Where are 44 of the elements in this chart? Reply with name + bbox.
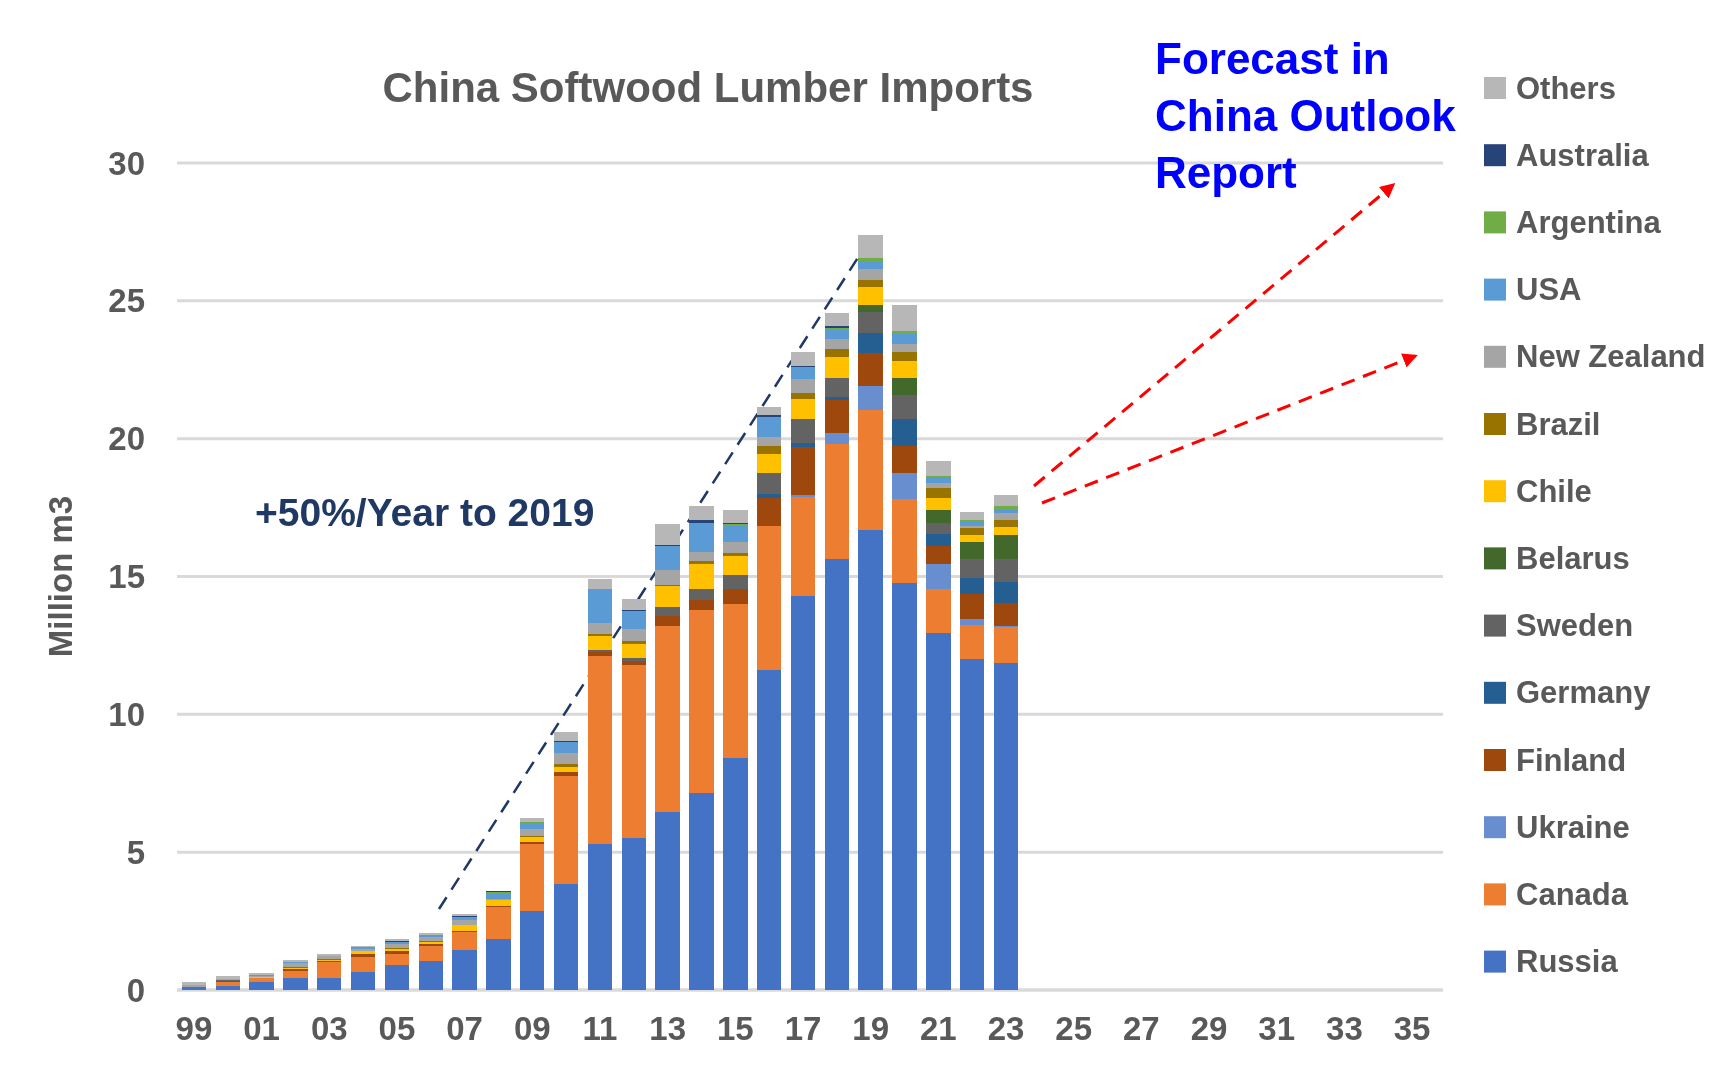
- x-tick-label: 15: [716, 1009, 754, 1047]
- x-tick-label: 07: [446, 1009, 483, 1047]
- x-tick-label: 33: [1326, 1009, 1363, 1047]
- x-tick-label: 23: [987, 1009, 1025, 1047]
- legend-label: Chile: [1516, 473, 1592, 509]
- legend-label: Germany: [1516, 675, 1652, 711]
- legend-label: USA: [1516, 272, 1582, 308]
- x-tick-label: 29: [1190, 1009, 1228, 1047]
- y-tick-label: 25: [108, 282, 145, 320]
- legend-label: Ukraine: [1516, 809, 1630, 845]
- y-axis-title: Million m3: [41, 495, 79, 658]
- y-tick-label: 30: [108, 144, 145, 182]
- x-tick-label: 11: [582, 1009, 618, 1047]
- y-tick-label: 20: [108, 420, 145, 458]
- chart-title: China Softwood Lumber Imports: [382, 64, 1034, 111]
- x-tick-label: 17: [784, 1009, 822, 1047]
- legend-label: Australia: [1516, 137, 1650, 173]
- legend-label: Finland: [1516, 742, 1627, 778]
- x-tick-label: 13: [649, 1009, 687, 1047]
- legend-label: Sweden: [1516, 608, 1634, 644]
- x-tick-label: 27: [1123, 1009, 1160, 1047]
- y-tick-label: 5: [126, 833, 145, 871]
- x-tick-label: 31: [1258, 1009, 1296, 1047]
- legend-label: Argentina: [1516, 204, 1662, 240]
- x-tick-label: 19: [852, 1009, 890, 1047]
- x-tick-label: 05: [378, 1009, 416, 1047]
- x-tick-label: 35: [1393, 1009, 1431, 1047]
- y-tick-label: 15: [108, 558, 145, 595]
- x-tick-label: 09: [513, 1009, 551, 1047]
- legend-label: Russia: [1516, 944, 1619, 980]
- x-tick-label: 21: [919, 1009, 957, 1047]
- x-tick-label: 01: [243, 1009, 280, 1047]
- x-tick-label: 25: [1055, 1009, 1093, 1047]
- x-tick-label: 99: [175, 1009, 213, 1047]
- legend-label: Belarus: [1516, 540, 1630, 576]
- legend-label: Canada: [1516, 876, 1629, 912]
- x-tick-label: 03: [310, 1009, 348, 1047]
- annotation: +50%/Year to 2019: [255, 491, 595, 534]
- legend-label: Others: [1516, 70, 1616, 106]
- legend-label: Brazil: [1516, 406, 1601, 442]
- y-tick-label: 10: [108, 695, 145, 733]
- annotation: Forecast in China Outlook Report: [1155, 34, 1457, 197]
- y-tick-label: 0: [126, 971, 145, 1009]
- legend-label: New Zealand: [1516, 339, 1706, 375]
